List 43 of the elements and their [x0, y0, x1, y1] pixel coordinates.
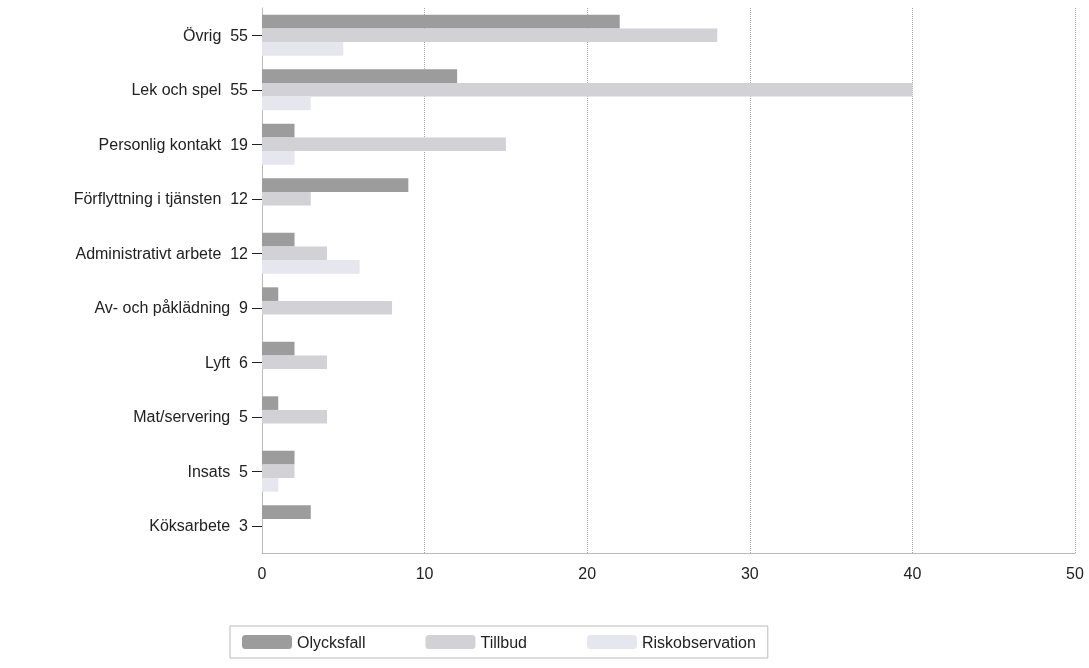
- bar: [262, 123, 295, 138]
- category-label: Insats 5: [187, 462, 248, 480]
- bar: [262, 287, 279, 301]
- category-label: Mat/servering 5: [133, 408, 248, 426]
- category-label: Personlig kontakt 19: [98, 135, 248, 153]
- bar: [262, 151, 295, 165]
- category-label: Lek och spel 55: [131, 81, 248, 99]
- category-label: Administrativt arbete 12: [75, 244, 248, 262]
- bar: [262, 355, 328, 370]
- bar: [262, 137, 506, 152]
- category-label: Lyft 6: [205, 353, 248, 371]
- legend-label: Riskobservation: [641, 633, 756, 651]
- bar: [262, 341, 295, 356]
- legend-label: Olycksfall: [297, 633, 366, 651]
- x-tick-label: 40: [903, 564, 922, 582]
- x-tick-label: 50: [1066, 564, 1084, 582]
- x-tick-label: 20: [578, 564, 597, 582]
- bar: [262, 191, 311, 206]
- category-label: Av- och påklädning 9: [94, 299, 248, 317]
- bar: [262, 300, 393, 315]
- x-tick-label: 30: [740, 564, 759, 582]
- bar: [262, 232, 295, 247]
- bar: [262, 178, 409, 192]
- bar: [262, 450, 295, 465]
- category-label: Övrig 55: [183, 26, 248, 44]
- bar: [262, 478, 279, 492]
- x-tick-label: 0: [257, 564, 267, 582]
- bar: [262, 409, 328, 424]
- bar: [262, 260, 360, 274]
- bar: [262, 42, 344, 56]
- bar: [262, 69, 458, 83]
- bar: [262, 396, 279, 410]
- legend-label: Tillbud: [480, 633, 527, 651]
- bar: [262, 96, 311, 111]
- category-label: Köksarbete 3: [149, 517, 248, 535]
- x-tick-label: 10: [415, 564, 434, 582]
- bar: [262, 246, 328, 261]
- bar: [262, 14, 620, 29]
- category-label: Förflyttning i tjänsten 12: [73, 190, 248, 208]
- bar: [262, 464, 295, 479]
- bar: [262, 28, 718, 43]
- bar: [262, 505, 311, 519]
- bar: [262, 82, 913, 97]
